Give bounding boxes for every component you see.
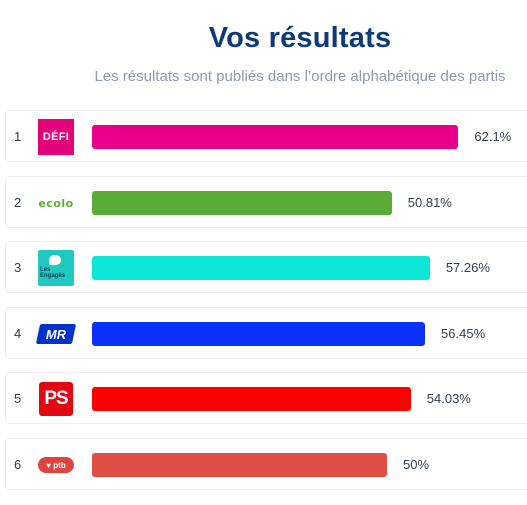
result-row-defi: 1 DÉFI 62.1% bbox=[5, 110, 527, 162]
defi-logo-icon: DÉFI bbox=[38, 119, 74, 155]
result-row-ps: 5 PS 54.03% bbox=[5, 372, 527, 424]
ecolo-logo-icon: ecolo bbox=[38, 185, 74, 221]
result-bar bbox=[92, 453, 387, 477]
engages-logo-icon: Les Engagés bbox=[38, 250, 74, 286]
ps-logo-icon: PS bbox=[38, 381, 74, 417]
result-row-ecolo: 2 ecolo 50.81% bbox=[5, 176, 527, 228]
result-bar bbox=[92, 387, 411, 411]
rank-number: 6 bbox=[14, 456, 22, 472]
page-title: Vos résultats bbox=[208, 22, 392, 54]
ps-logo-text: PS bbox=[39, 382, 73, 416]
rank-number: 3 bbox=[14, 259, 22, 275]
result-percent: 50.81% bbox=[407, 194, 452, 210]
rank-number: 4 bbox=[14, 325, 22, 341]
result-percent: 50% bbox=[403, 456, 430, 472]
result-bar bbox=[92, 191, 392, 215]
mr-logo-text: MR bbox=[45, 326, 67, 342]
engages-logo-text: Les Engagés bbox=[40, 267, 66, 279]
ecolo-logo-text: ecolo bbox=[38, 196, 74, 210]
ptb-logo-text: ptb bbox=[53, 460, 66, 470]
result-bar bbox=[92, 322, 426, 346]
result-bar bbox=[92, 125, 459, 149]
defi-logo-text: DÉFI bbox=[38, 119, 74, 155]
result-percent: 62.1% bbox=[474, 128, 512, 144]
result-bar bbox=[92, 256, 430, 280]
rank-number: 2 bbox=[14, 194, 22, 210]
speech-bubble-icon bbox=[49, 255, 61, 265]
result-row-mr: 4 MR 56.45% bbox=[5, 307, 527, 359]
result-percent: 56.45% bbox=[441, 325, 486, 341]
result-percent: 54.03% bbox=[426, 390, 471, 406]
ptb-logo-icon: ♥ ptb bbox=[38, 447, 74, 483]
rank-number: 1 bbox=[14, 128, 22, 144]
result-row-engages: 3 Les Engagés 57.26% bbox=[5, 241, 527, 293]
mr-logo-icon: MR bbox=[35, 316, 77, 352]
page-subtitle: Les résultats sont publiés dans l’ordre … bbox=[94, 68, 506, 85]
result-percent: 57.26% bbox=[445, 259, 490, 275]
result-row-ptb: 6 ♥ ptb 50% bbox=[5, 438, 527, 490]
rank-number: 5 bbox=[14, 390, 22, 406]
